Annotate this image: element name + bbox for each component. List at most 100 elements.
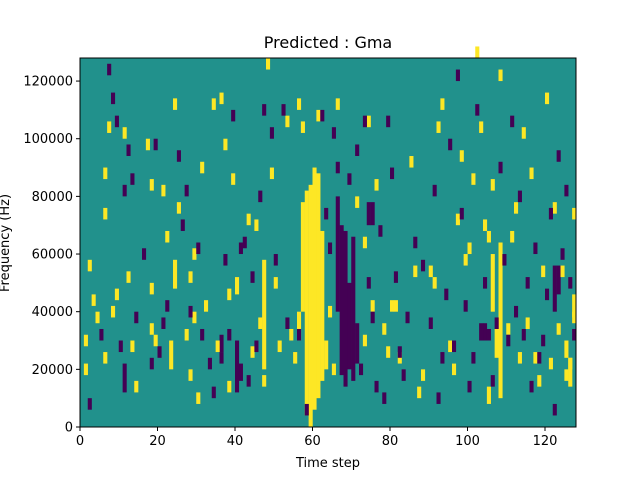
- heatmap-cell-low: [382, 392, 387, 404]
- heatmap-cell-high: [448, 340, 453, 353]
- heatmap-cell-low: [238, 363, 243, 381]
- heatmap-cell-low: [471, 352, 476, 364]
- heatmap-cell-high: [455, 213, 460, 226]
- y-tick-label: 60000: [32, 248, 73, 263]
- heatmap-cell-high: [545, 92, 550, 105]
- heatmap-cell-high: [564, 340, 569, 358]
- heatmap-cell-high: [227, 288, 232, 301]
- heatmap-cell-low: [510, 115, 515, 128]
- heatmap-cell-high: [556, 323, 561, 335]
- heatmap-cell-low: [176, 150, 181, 162]
- heatmap-cell-high: [568, 357, 573, 370]
- heatmap-cell-high: [331, 363, 336, 376]
- heatmap-cell-low: [328, 242, 333, 255]
- heatmap-cell-high: [165, 230, 170, 243]
- heatmap-cell-low: [273, 254, 278, 266]
- heatmap-cell-high: [227, 380, 232, 393]
- heatmap-cell-high: [176, 202, 181, 214]
- heatmap-cell-low: [533, 242, 538, 255]
- heatmap-cell-high: [258, 317, 263, 329]
- heatmap-cell-high: [246, 213, 251, 226]
- heatmap-cell-high: [87, 259, 92, 272]
- heatmap-cell-high: [498, 69, 503, 82]
- heatmap-cell-low: [219, 352, 224, 364]
- heatmap-cell-high: [153, 334, 158, 347]
- heatmap-cell-high: [436, 121, 441, 133]
- heatmap-cell-high: [285, 115, 290, 128]
- heatmap-cell-high: [390, 300, 395, 312]
- heatmap-cell-low: [122, 363, 127, 393]
- x-tick-label: 20: [149, 434, 166, 449]
- heatmap-cell-high: [188, 369, 193, 381]
- heatmap-cell-high: [215, 340, 220, 353]
- heatmap-cell-high: [459, 150, 464, 162]
- heatmap-cell-high: [103, 207, 108, 220]
- heatmap-cell-high: [149, 179, 154, 191]
- heatmap-cell-high: [145, 138, 150, 151]
- heatmap-cell-high: [196, 392, 201, 404]
- y-tick-label: 0: [65, 421, 73, 436]
- heatmap-cell-high: [467, 242, 472, 255]
- heatmap-cell-high: [300, 202, 305, 312]
- chart-title: Predicted : Gma: [264, 33, 392, 52]
- heatmap-cell-low: [525, 277, 530, 289]
- heatmap-cell-low: [211, 386, 216, 399]
- x-tick-label: 60: [304, 434, 321, 449]
- heatmap-cell-low: [517, 190, 522, 203]
- heatmap-cell-high: [200, 161, 205, 174]
- heatmap-cell-high: [541, 265, 546, 278]
- heatmap-cell-high: [374, 179, 379, 191]
- heatmap-cell-high: [297, 98, 302, 110]
- heatmap-cell-high: [192, 311, 197, 324]
- heatmap-cell-high: [483, 219, 488, 231]
- heatmap-cell-low: [498, 161, 503, 174]
- heatmap-cell-low: [122, 184, 127, 197]
- heatmap-cell-high: [393, 300, 398, 312]
- heatmap-cell-low: [142, 248, 147, 260]
- heatmap-cell-low: [514, 305, 519, 318]
- heatmap-cell-high: [107, 121, 112, 133]
- heatmap-cell-low: [502, 254, 507, 266]
- plot-area: [79, 46, 577, 428]
- heatmap-cell-high: [370, 300, 375, 312]
- heatmap-cell-low: [207, 357, 212, 370]
- heatmap-cell-low: [568, 277, 573, 289]
- heatmap-cell-high: [277, 340, 282, 353]
- heatmap-cell-high: [486, 230, 491, 243]
- heatmap-cell-high: [204, 300, 209, 312]
- heatmap-cell-high: [572, 207, 577, 220]
- heatmap-cell-high: [83, 363, 88, 376]
- x-tick-label: 0: [76, 434, 84, 449]
- heatmap-cell-high: [409, 156, 414, 168]
- heatmap-cell-low: [455, 69, 460, 82]
- heatmap-cell-high: [517, 352, 522, 364]
- heatmap-cell-high: [219, 92, 224, 105]
- heatmap-cell-low: [432, 184, 437, 197]
- heatmap-cell-high: [564, 369, 569, 381]
- x-axis-label: Time step: [295, 456, 360, 471]
- heatmap-cell-low: [448, 138, 453, 151]
- heatmap-cell-high: [250, 346, 255, 358]
- y-tick-label: 120000: [23, 75, 73, 90]
- x-tick-label: 80: [382, 434, 399, 449]
- heatmap-cell-low: [541, 334, 546, 347]
- heatmap-cell-low: [285, 317, 290, 329]
- heatmap-cell-low: [320, 109, 325, 122]
- heatmap-cell-low: [297, 328, 302, 341]
- heatmap-cell-low: [262, 104, 267, 116]
- heatmap-cell-high: [169, 340, 174, 370]
- heatmap-cell-low: [545, 288, 550, 301]
- heatmap-cell-high: [521, 127, 526, 139]
- heatmap-cell-low: [351, 236, 356, 381]
- heatmap-cell-low: [355, 323, 360, 364]
- heatmap-cell-high: [114, 288, 119, 301]
- heatmap-cell-low: [556, 265, 561, 295]
- heatmap-cell-high: [262, 259, 267, 370]
- heatmap-cell-high: [300, 121, 305, 133]
- heatmap-cell-low: [107, 63, 112, 76]
- heatmap-cell-low: [126, 144, 131, 157]
- heatmap-cell-high: [83, 334, 88, 347]
- heatmap-cell-high: [192, 248, 197, 260]
- heatmap-cell-low: [114, 115, 119, 128]
- heatmap-cell-high: [95, 311, 100, 324]
